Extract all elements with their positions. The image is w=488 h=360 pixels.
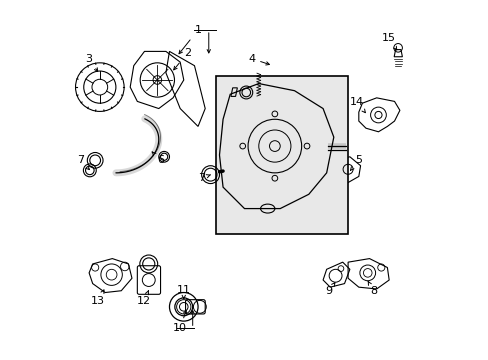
Text: 7: 7: [77, 156, 89, 170]
Text: 15: 15: [382, 33, 396, 50]
FancyBboxPatch shape: [216, 76, 347, 234]
FancyBboxPatch shape: [185, 300, 205, 314]
Text: 12: 12: [137, 291, 150, 306]
Text: 11: 11: [176, 285, 190, 298]
FancyBboxPatch shape: [137, 266, 160, 294]
Text: 6: 6: [152, 152, 163, 165]
Text: 7: 7: [198, 173, 210, 183]
Text: 5: 5: [350, 156, 362, 170]
Text: 2: 2: [173, 48, 190, 70]
Text: 8: 8: [367, 281, 377, 296]
Text: 3: 3: [85, 54, 98, 71]
Text: 1: 1: [179, 25, 201, 54]
Text: 4: 4: [247, 54, 269, 65]
Text: 13: 13: [91, 290, 105, 306]
Text: 10: 10: [173, 310, 187, 333]
Text: 9: 9: [324, 283, 334, 296]
Text: 14: 14: [349, 97, 365, 113]
